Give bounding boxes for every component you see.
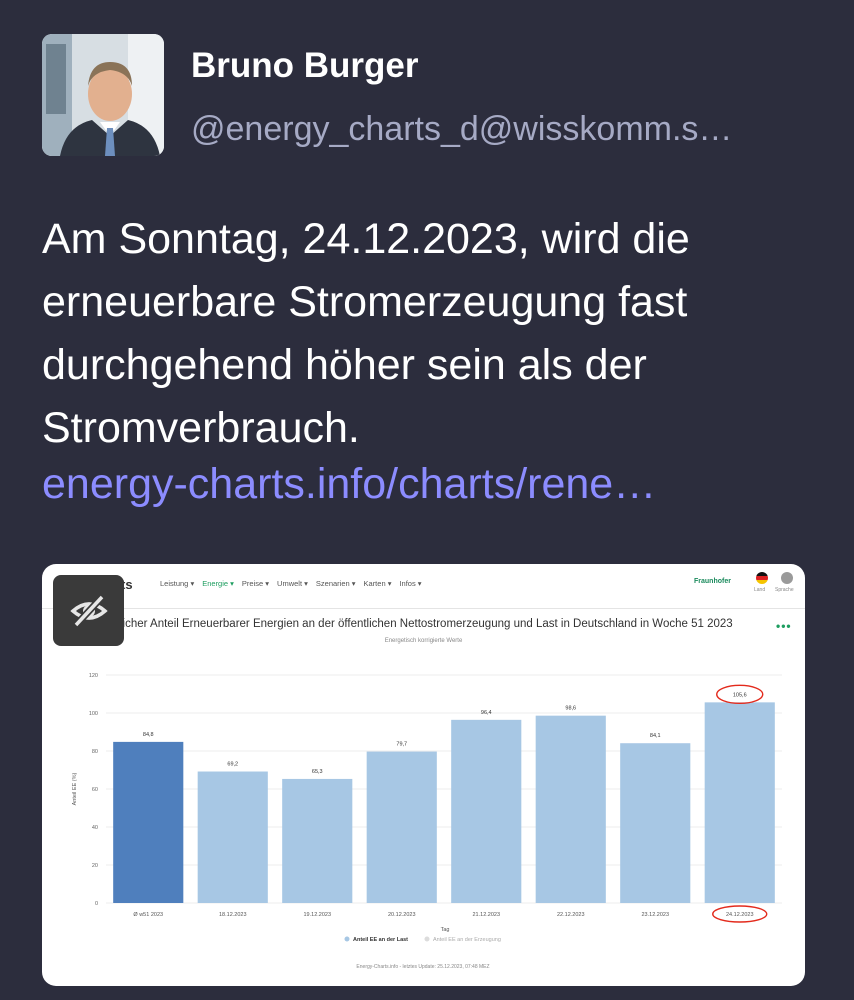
bar-value-label: 65,3 [312,769,323,775]
y-tick-label: 0 [95,901,98,907]
author-avatar[interactable] [42,34,164,156]
nav-item: Szenarien ▾ [315,579,356,588]
sprache-label: Sprache [775,587,794,593]
author-handle[interactable]: @energy_charts_d@wisskomm.s… [191,110,733,148]
y-axis-label: Anteil EE (%) [72,772,78,805]
y-tick-label: 80 [92,749,98,755]
status-link[interactable]: energy-charts.info/charts/rene… [42,460,657,508]
x-tick-label: 20.12.2023 [388,912,416,918]
chart-menu-icon: ••• [776,619,792,633]
legend-marker [344,936,350,942]
y-tick-label: 100 [89,711,98,717]
bar [113,741,184,903]
x-tick-label: 24.12.2023 [726,912,754,918]
eye-slash-icon [69,594,108,627]
fraunhofer-logo: Fraunhofer [694,578,731,585]
bar [620,743,691,903]
bar [282,778,353,903]
author-name[interactable]: Bruno Burger [191,46,419,85]
legend-label: Anteil EE an der Erzeugung [433,937,501,943]
x-tick-label: 18.12.2023 [219,912,247,918]
chart-footer: Energy-Charts.info - letztes Update: 25.… [356,964,489,970]
avatar-photo [42,34,164,156]
y-tick-label: 120 [89,673,98,679]
site-nav-menu: Leistung ▾ Energie ▾ Preise ▾ Umwelt ▾ Szena… [160,579,430,588]
land-label: Land [754,587,766,593]
legend-label: Anteil EE an der Last [353,937,408,943]
bar [197,771,268,903]
annotation-circle-date [712,905,768,923]
chart-subtitle: Energetisch korrigierte Werte [384,638,463,644]
bar [704,702,775,903]
hide-media-button[interactable] [53,575,124,646]
media-attachment[interactable]: rts Leistung ▾ Energie ▾ Preise ▾ Umwelt ▾ S… [42,564,805,986]
bar-value-label: 79,7 [396,742,407,748]
country-flag-icon [756,572,768,584]
bar-value-label: 84,8 [143,732,154,738]
bar-value-label: 105,6 [733,692,747,698]
x-tick-label: 22.12.2023 [557,912,585,918]
chart-site-navbar: rts Leistung ▾ Energie ▾ Preise ▾ Umwelt ▾ S… [42,564,805,609]
y-tick-label: 20 [92,863,98,869]
nav-item: Umwelt ▾ [277,579,308,588]
bar [451,719,522,903]
bar-value-label: 84,1 [650,733,661,739]
nav-item: Leistung ▾ [160,579,195,588]
x-axis-label: Tag [441,927,450,933]
annotation-circle-value [716,684,764,705]
status-text: Am Sonntag, 24.12.2023, wird die erneuer… [42,215,690,452]
x-tick-label: 21.12.2023 [472,912,500,918]
language-globe-icon [781,572,793,584]
bar-chart: 0 20 40 60 80 100 120 Anteil EE (%) 84,8 Ø w51 20… [72,673,782,970]
y-tick-label: 40 [92,825,98,831]
chart-title: licher Anteil Erneuerbarer Energien an d… [120,618,733,630]
nav-item: Karten ▾ [363,579,392,588]
legend-marker [424,936,430,942]
bar-value-label: 96,4 [481,710,492,716]
bar [366,751,437,903]
bar [535,715,606,903]
x-tick-label: 23.12.2023 [641,912,669,918]
nav-item: Energie ▾ [202,579,234,588]
nav-item: Infos ▾ [399,579,422,588]
y-tick-label: 60 [92,787,98,793]
bar-value-label: 69,2 [227,762,238,768]
x-tick-label: Ø w51 2023 [133,912,163,918]
nav-item: Preise ▾ [241,579,270,588]
x-tick-label: 19.12.2023 [303,912,331,918]
bar-value-label: 98,6 [565,706,576,712]
